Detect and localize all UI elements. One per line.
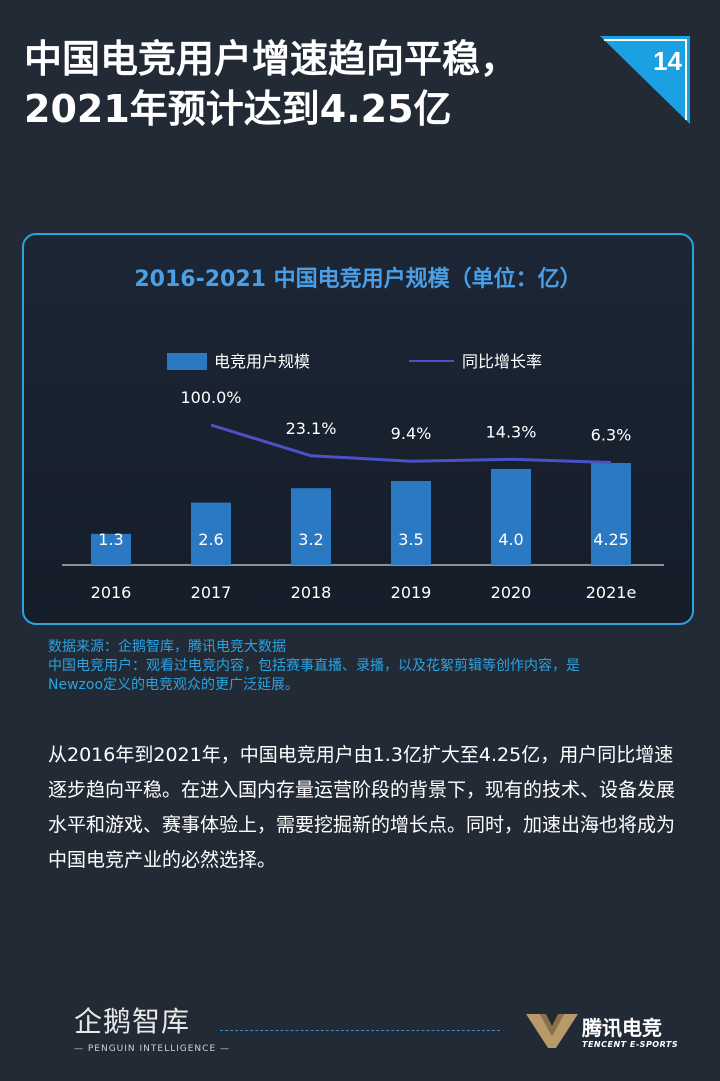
x-tick-2021e: 2021e	[586, 583, 637, 602]
growth-label-2020: 14.3%	[486, 422, 537, 441]
x-tick-2016: 2016	[91, 583, 132, 602]
page-title: 中国电竞用户增速趋向平稳， 2021年预计达到4.25亿	[24, 34, 604, 134]
legend-line-label: 同比增长率	[462, 352, 542, 371]
bar-label-2021e: 4.25	[593, 530, 629, 549]
source-line-2: 中国电竞用户：观看过电竞内容，包括赛事直播、录播，以及花絮剪辑等创作内容，是	[48, 658, 580, 674]
bar-label-2019: 3.5	[398, 530, 423, 549]
growth-label-2017: 100.0%	[180, 388, 241, 407]
legend-bar-label: 电竞用户规模	[214, 352, 310, 371]
legend-bar-swatch	[167, 353, 207, 370]
penguin-intelligence-logo: 企鹅智库 — PENGUIN INTELLIGENCE —	[74, 1000, 230, 1054]
penguin-logo-name: 企鹅智库	[74, 1005, 191, 1038]
bar-2017	[191, 502, 231, 565]
title-line-1: 中国电竞用户增速趋向平稳，	[24, 37, 519, 81]
tencent-esports-v-icon	[526, 1014, 578, 1048]
bar-2019	[391, 481, 431, 565]
source-note: 数据来源：企鹅智库，腾讯电竞大数据 中国电竞用户：观看过电竞内容，包括赛事直播、…	[48, 638, 688, 695]
bar-2016	[91, 533, 131, 565]
bar-2020	[491, 469, 531, 565]
bar-label-2020: 4.0	[498, 530, 523, 549]
x-tick-2018: 2018	[291, 583, 332, 602]
tencent-esports-logo: 腾讯电竞 TENCENT E-SPORTS	[526, 1010, 686, 1050]
x-tick-2020: 2020	[491, 583, 532, 602]
growth-label-2019: 9.4%	[391, 424, 432, 443]
chart-svg: 电竞用户规模 同比增长率 1.3 2016 2.6 2017 3.2 2018 3.5 2019 4…	[62, 352, 664, 602]
growth-label-2021e: 6.3%	[591, 425, 632, 444]
tencent-esports-sub: TENCENT E-SPORTS	[582, 1040, 679, 1049]
chart-panel: 2016-2021 中国电竞用户规模（单位：亿） 电竞用户规模 同比增长率 1.3 2…	[22, 233, 694, 625]
tencent-esports-name: 腾讯电竞	[582, 1016, 662, 1040]
source-line-1: 数据来源：企鹅智库，腾讯电竞大数据	[48, 639, 286, 655]
bar-label-2017: 2.6	[198, 530, 223, 549]
chart-title: 2016-2021 中国电竞用户规模（单位：亿）	[134, 267, 582, 292]
footer-divider	[220, 1030, 500, 1031]
growth-label-2018: 23.1%	[286, 419, 337, 438]
bar-2018	[291, 488, 331, 565]
page-number: 14	[653, 46, 682, 76]
corner-triangle	[600, 36, 690, 124]
x-tick-2019: 2019	[391, 583, 432, 602]
x-tick-2017: 2017	[191, 583, 232, 602]
title-line-2: 2021年预计达到4.25亿	[24, 87, 452, 131]
bar-2021e	[591, 463, 631, 565]
body-paragraph: 从2016年到2021年，中国电竞用户由1.3亿扩大至4.25亿，用户同比增速逐…	[48, 744, 676, 871]
bar-label-2018: 3.2	[298, 530, 323, 549]
corner-outline	[604, 39, 687, 120]
bar-label-2016: 1.3	[98, 530, 123, 549]
source-line-3: Newzoo定义的电竞观众的更广泛延展。	[48, 677, 300, 693]
page-corner-badge	[600, 36, 690, 124]
growth-rate-line	[210, 423, 612, 464]
penguin-logo-sub: — PENGUIN INTELLIGENCE —	[74, 1044, 230, 1054]
